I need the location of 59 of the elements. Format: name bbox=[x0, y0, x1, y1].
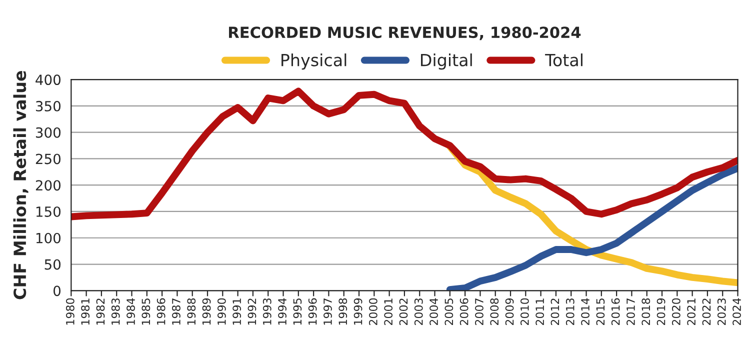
y-tick-label: 150 bbox=[36, 206, 61, 217]
y-tick-label: 100 bbox=[36, 232, 61, 244]
x-tick-label: 1994 bbox=[278, 298, 286, 325]
y-tick-label: 350 bbox=[36, 100, 61, 112]
x-tick-label: 2014 bbox=[581, 298, 590, 326]
x-tick-label: 2001 bbox=[384, 298, 393, 326]
x-tick-label: 2013 bbox=[566, 298, 574, 326]
x-tick-label: 1996 bbox=[308, 298, 317, 325]
x-tick-label: 2023 bbox=[717, 298, 726, 326]
x-tick-label: 2012 bbox=[550, 298, 560, 326]
x-tick-label: 2016 bbox=[611, 298, 620, 326]
x-tick-label: 2003 bbox=[414, 298, 423, 326]
x-tick-label: 2019 bbox=[656, 298, 666, 326]
x-tick-label: 2024 bbox=[732, 298, 741, 326]
x-tick-label: 1993 bbox=[262, 298, 272, 325]
legend-label: Total bbox=[545, 53, 582, 66]
x-tick-label: 1981 bbox=[81, 298, 90, 325]
x-tick-label: 2000 bbox=[368, 298, 378, 326]
x-tick-label: 2021 bbox=[687, 298, 696, 326]
x-tick-label: 1998 bbox=[338, 298, 348, 325]
x-tick-label: 2004 bbox=[430, 298, 438, 326]
x-tick-label: 2002 bbox=[399, 298, 408, 326]
x-tick-label: 1983 bbox=[111, 298, 120, 325]
y-tick-label: 300 bbox=[36, 127, 61, 138]
y-tick-label: 400 bbox=[36, 74, 61, 86]
x-tick-label: 2017 bbox=[626, 298, 635, 326]
legend-label: Digital bbox=[421, 53, 472, 70]
x-tick-label: 1997 bbox=[324, 298, 332, 325]
x-tick-label: 2015 bbox=[596, 298, 605, 326]
chart-title: RECORDED MUSIC REVENUES, 1980-2024 bbox=[229, 26, 581, 40]
x-tick-label: 1999 bbox=[354, 298, 362, 325]
x-tick-label: 2005 bbox=[444, 298, 454, 326]
y-tick-label: 200 bbox=[36, 180, 61, 191]
x-tick-label: 1985 bbox=[142, 298, 150, 325]
y-tick-label: 50 bbox=[44, 259, 61, 270]
x-tick-label: 1991 bbox=[232, 298, 242, 325]
legend-label: Physical bbox=[282, 53, 346, 70]
x-tick-label: 1988 bbox=[187, 298, 196, 325]
x-tick-label: 2011 bbox=[536, 298, 544, 326]
x-tick-label: 2010 bbox=[520, 298, 529, 326]
x-tick-label: 2006 bbox=[460, 298, 468, 326]
x-tick-label: 1980 bbox=[66, 298, 74, 325]
y-tick-label: 0 bbox=[54, 286, 61, 296]
x-tick-label: 1992 bbox=[248, 298, 256, 325]
x-tick-label: 1995 bbox=[293, 298, 302, 325]
y-axis-title: CHF Million, Retail value bbox=[13, 71, 28, 300]
x-tick-label: 2009 bbox=[505, 298, 514, 326]
x-tick-label: 1990 bbox=[217, 298, 226, 325]
x-tick-label: 1987 bbox=[172, 298, 180, 325]
x-tick-label: 1989 bbox=[202, 298, 211, 325]
x-tick-label: 1986 bbox=[156, 298, 166, 325]
x-tick-label: 2018 bbox=[642, 298, 650, 326]
x-tick-label: 2020 bbox=[672, 298, 680, 326]
x-tick-label: 2007 bbox=[475, 298, 484, 326]
x-tick-label: 2022 bbox=[702, 298, 711, 326]
x-tick-label: 1982 bbox=[96, 298, 105, 325]
x-tick-label: 1984 bbox=[126, 298, 135, 325]
x-tick-label: 2008 bbox=[490, 298, 499, 326]
y-tick-label: 250 bbox=[36, 154, 61, 164]
